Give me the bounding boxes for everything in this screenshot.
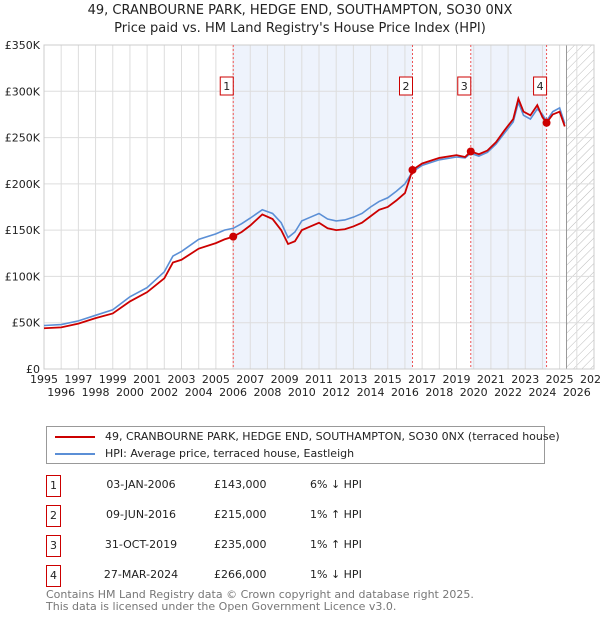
x-tick-label: 2024 — [528, 386, 556, 399]
y-tick-label: £200K — [5, 178, 41, 191]
x-tick-label: 2027 — [580, 373, 600, 386]
sale-label: 2 — [403, 80, 410, 93]
sale-hpi-diff: 6% ↓ HPI — [310, 478, 362, 491]
footer-licence: This data is licensed under the Open Gov… — [46, 600, 397, 613]
sale-point — [408, 165, 417, 174]
sale-point — [229, 232, 238, 241]
y-tick-label: £150K — [5, 224, 41, 237]
sale-row: 3 31-OCT-2019 £235,000 1% ↑ HPI — [46, 535, 446, 557]
sale-date: 09-JUN-2016 — [105, 508, 177, 521]
forecast-hatch — [566, 45, 594, 369]
sale-hpi-diff: 1% ↓ HPI — [310, 568, 362, 581]
x-tick-label: 1997 — [64, 373, 92, 386]
x-tick-label: 2013 — [339, 373, 367, 386]
sale-point — [542, 118, 551, 127]
sale-label: 4 — [537, 80, 544, 93]
x-tick-label: 2012 — [322, 386, 350, 399]
y-tick-label: £0 — [26, 363, 40, 376]
x-tick-label: 2021 — [477, 373, 505, 386]
x-tick-label: 2003 — [168, 373, 196, 386]
sale-number-badge: 4 — [46, 565, 61, 587]
sale-date: 03-JAN-2006 — [106, 478, 176, 491]
x-tick-label: 2026 — [563, 386, 591, 399]
sale-date: 27-MAR-2024 — [103, 568, 179, 581]
x-tick-label: 2022 — [494, 386, 522, 399]
x-tick-label: 2007 — [236, 373, 264, 386]
x-tick-label: 1999 — [99, 373, 127, 386]
x-tick-label: 2017 — [408, 373, 436, 386]
sale-label-box — [457, 76, 472, 96]
sale-date: 31-OCT-2019 — [104, 538, 178, 551]
x-tick-label: 2001 — [133, 373, 161, 386]
x-tick-label: 2011 — [305, 373, 333, 386]
sale-price: £143,000 — [214, 478, 267, 491]
x-tick-label: 2019 — [443, 373, 471, 386]
sale-number-badge: 2 — [46, 505, 61, 527]
sale-row: 2 09-JUN-2016 £215,000 1% ↑ HPI — [46, 505, 446, 527]
sale-number-badge: 3 — [46, 535, 61, 557]
x-tick-label: 2014 — [357, 386, 385, 399]
y-tick-label: £250K — [5, 132, 41, 145]
y-tick-label: £350K — [5, 39, 41, 52]
sale-hpi-diff: 1% ↑ HPI — [310, 538, 362, 551]
legend-swatch — [55, 435, 95, 438]
sale-row: 4 27-MAR-2024 £266,000 1% ↓ HPI — [46, 565, 446, 587]
x-tick-label: 2023 — [511, 373, 539, 386]
legend: 49, CRANBOURNE PARK, HEDGE END, SOUTHAMP… — [46, 426, 560, 464]
x-tick-label: 2008 — [253, 386, 281, 399]
y-tick-label: £50K — [12, 317, 41, 330]
legend-swatch — [55, 452, 95, 455]
chart-subtitle: Price paid vs. HM Land Registry's House … — [114, 21, 486, 36]
chart-title: 49, CRANBOURNE PARK, HEDGE END, SOUTHAMP… — [87, 3, 513, 18]
x-tick-label: 2015 — [374, 373, 402, 386]
footer-copyright: Contains HM Land Registry data © Crown c… — [46, 588, 474, 601]
plot-frame — [43, 44, 595, 370]
property-price-line — [43, 95, 566, 330]
legend-item-property: 49, CRANBOURNE PARK, HEDGE END, SOUTHAMP… — [55, 430, 560, 443]
x-tick-label: 2010 — [288, 386, 316, 399]
x-tick-label: 2020 — [460, 386, 488, 399]
price-chart: 1995199619971998199920002001200220032004… — [5, 39, 600, 399]
sale-row: 1 03-JAN-2006 £143,000 6% ↓ HPI — [46, 475, 446, 497]
legend-label: HPI: Average price, terraced house, East… — [105, 447, 355, 460]
x-tick-label: 1996 — [47, 386, 75, 399]
x-tick-label: 2005 — [202, 373, 230, 386]
x-tick-label: 2004 — [185, 386, 213, 399]
sale-price: £215,000 — [214, 508, 267, 521]
x-tick-label: 2006 — [219, 386, 247, 399]
sale-label: 1 — [223, 80, 230, 93]
x-tick-label: 2018 — [425, 386, 453, 399]
shaded-ownership-range — [233, 45, 413, 369]
x-tick-label: 2002 — [150, 386, 178, 399]
y-tick-label: £300K — [5, 85, 41, 98]
sale-label-box — [533, 76, 548, 96]
sale-label: 3 — [461, 80, 468, 93]
legend-label: 49, CRANBOURNE PARK, HEDGE END, SOUTHAMP… — [105, 430, 560, 443]
sale-price: £235,000 — [214, 538, 267, 551]
x-tick-label: 2000 — [116, 386, 144, 399]
sale-point — [466, 147, 475, 156]
x-tick-label: 1995 — [30, 373, 58, 386]
x-tick-label: 2009 — [271, 373, 299, 386]
x-tick-label: 1998 — [82, 386, 110, 399]
sale-number-badge: 1 — [46, 475, 61, 497]
sale-hpi-diff: 1% ↑ HPI — [310, 508, 362, 521]
sale-label-box — [399, 76, 413, 96]
legend-item-hpi: HPI: Average price, terraced house, East… — [55, 447, 354, 460]
shaded-ownership-range — [470, 45, 547, 369]
sale-price: £266,000 — [214, 568, 267, 581]
y-tick-label: £100K — [5, 270, 41, 283]
x-tick-label: 2016 — [391, 386, 419, 399]
x-tick-label: 2025 — [546, 373, 574, 386]
sale-label-box — [219, 76, 234, 96]
